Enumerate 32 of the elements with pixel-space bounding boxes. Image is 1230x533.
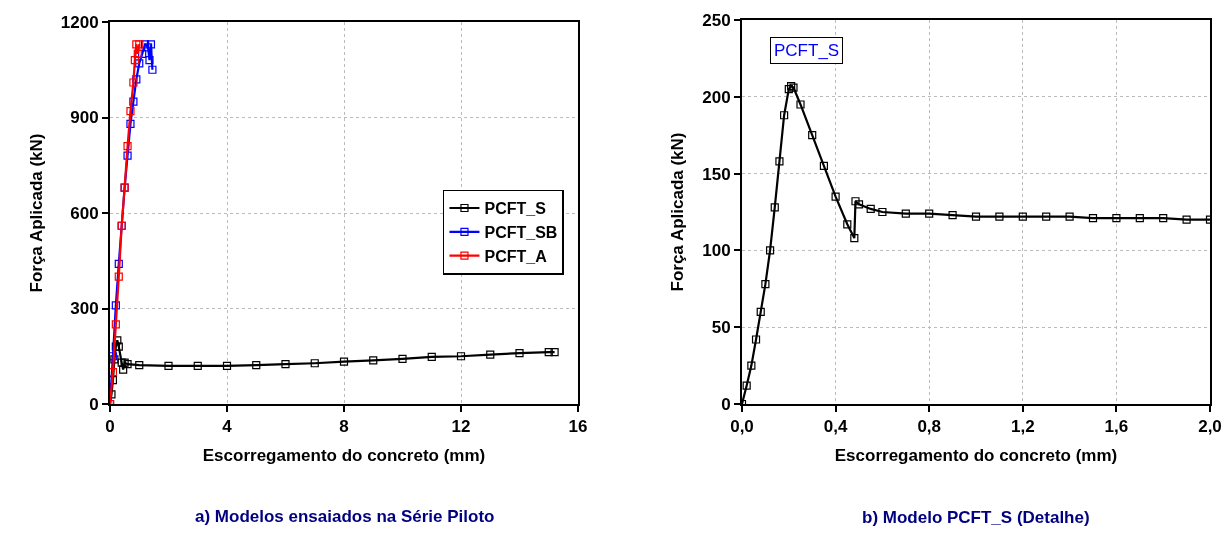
x-tick-label: 0 bbox=[105, 417, 115, 437]
y-tick-label: 0 bbox=[721, 394, 731, 414]
y-tick-label: 600 bbox=[70, 203, 99, 223]
y-tick-label: 0 bbox=[89, 394, 99, 414]
y-tick-label: 300 bbox=[70, 299, 99, 319]
y-tick-label: 150 bbox=[702, 164, 731, 184]
x-axis-title: Escorregamento do concreto (mm) bbox=[202, 446, 486, 466]
x-axis-title: Escorregamento do concreto (mm) bbox=[834, 446, 1118, 466]
text: a) Modelos ensaiados na Série Piloto bbox=[195, 507, 495, 526]
x-tick-label: 2,0 bbox=[1198, 417, 1222, 437]
legend-label: PCFT_S bbox=[484, 200, 547, 218]
x-tick-label: 0,8 bbox=[917, 417, 942, 437]
legend-label: PCFT_A bbox=[484, 247, 548, 265]
x-tick-label: 1,2 bbox=[1010, 417, 1035, 437]
x-tick-label: 8 bbox=[339, 417, 349, 437]
legend-label: PCFT_SB bbox=[484, 224, 558, 242]
text: b) Modelo PCFT_S (Detalhe) bbox=[862, 508, 1090, 527]
x-tick-label: 4 bbox=[222, 417, 233, 437]
x-tick-label: 16 bbox=[568, 417, 588, 437]
y-axis-title: Força Aplicada (kN) bbox=[26, 133, 46, 293]
x-tick-label: 0,0 bbox=[730, 417, 754, 437]
y-tick-label: 250 bbox=[702, 10, 731, 30]
x-tick-label: 12 bbox=[451, 417, 471, 437]
y-tick-label: 1200 bbox=[60, 12, 99, 32]
y-axis-title: Força Aplicada (kN) bbox=[668, 132, 688, 292]
y-tick-label: 50 bbox=[711, 318, 731, 338]
x-tick-label: 1,6 bbox=[1104, 417, 1129, 437]
annotation: PCFT_S bbox=[774, 41, 840, 60]
y-tick-label: 100 bbox=[702, 241, 731, 261]
y-tick-label: 900 bbox=[70, 108, 99, 128]
y-tick-label: 200 bbox=[702, 87, 731, 107]
x-tick-label: 0,4 bbox=[823, 417, 848, 437]
